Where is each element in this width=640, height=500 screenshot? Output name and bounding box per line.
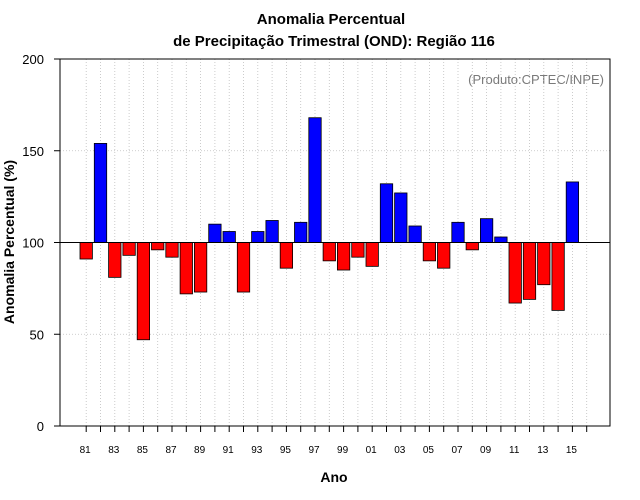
bar-11	[508, 242, 522, 304]
bar-95	[279, 242, 294, 269]
bar-93	[251, 231, 265, 243]
chart-subtitle: de Precipitação Trimestral (OND): Região…	[173, 33, 495, 50]
bar-90	[208, 223, 222, 243]
x-tick-label: 89	[194, 445, 206, 456]
bar-87	[165, 242, 179, 258]
x-tick-label: 97	[308, 445, 320, 456]
bar-88	[179, 242, 193, 295]
x-tick-label: 91	[223, 445, 235, 456]
bars	[79, 117, 580, 341]
bar-01	[365, 242, 379, 267]
bar-10	[494, 236, 508, 243]
bar-82	[93, 143, 108, 243]
bar-14	[551, 242, 565, 311]
x-tick-label: 07	[451, 445, 463, 456]
y-tick-label: 200	[22, 52, 44, 67]
bar-85	[136, 242, 150, 341]
x-tick-label: 93	[251, 445, 263, 456]
bar-09	[479, 218, 494, 243]
bar-94	[265, 220, 279, 243]
bar-86	[151, 242, 165, 251]
x-tick-label: 95	[280, 445, 292, 456]
x-tick-label: 99	[337, 445, 349, 456]
bar-06	[437, 242, 451, 269]
axes: 0 50 100 150 200 81 83 85 87 89 91 93 95 97 99 01 03 05 07…	[22, 52, 611, 456]
x-tick-label: 15	[566, 445, 578, 456]
y-tick-label: 50	[30, 327, 44, 342]
chart-title: Anomalia Percentual	[257, 11, 405, 28]
y-tick-label: 100	[22, 236, 44, 251]
x-tick-label: 03	[394, 445, 406, 456]
x-tick-label: 13	[537, 445, 549, 456]
x-tick-label: 01	[366, 445, 378, 456]
bar-07	[451, 221, 465, 243]
y-tick-label: 0	[37, 419, 44, 434]
bar-00	[351, 242, 365, 258]
x-tick-label: 09	[480, 445, 492, 456]
bar-12	[522, 242, 537, 300]
bar-91	[222, 231, 236, 243]
y-tick-label: 150	[22, 144, 44, 159]
bar-96	[294, 221, 308, 243]
bar-92	[236, 242, 251, 293]
x-tick-label: 83	[108, 445, 120, 456]
bar-83	[108, 242, 122, 278]
bar-03	[394, 192, 408, 243]
x-tick-label: 87	[165, 445, 177, 456]
bar-04	[408, 225, 422, 243]
x-tick-label: 05	[423, 445, 435, 456]
bar-05	[422, 242, 437, 262]
bar-99	[336, 242, 351, 271]
bar-81	[79, 242, 93, 260]
x-tick-label: 85	[137, 445, 149, 456]
bar-13	[537, 242, 551, 286]
bar-84	[122, 242, 136, 256]
y-axis-title: Anomalia Percentual (%)	[1, 160, 17, 324]
bar-98	[322, 242, 336, 262]
bar-08	[465, 242, 479, 251]
bar-97	[308, 117, 322, 243]
bar-15	[565, 181, 580, 243]
x-axis-title: Ano	[320, 469, 347, 485]
x-tick-label: 11	[509, 445, 520, 456]
x-tick-label: 81	[80, 445, 92, 456]
bar-02	[379, 183, 394, 243]
bar-89	[193, 242, 208, 293]
credit-label: (Produto:CPTEC/INPE)	[468, 72, 604, 87]
